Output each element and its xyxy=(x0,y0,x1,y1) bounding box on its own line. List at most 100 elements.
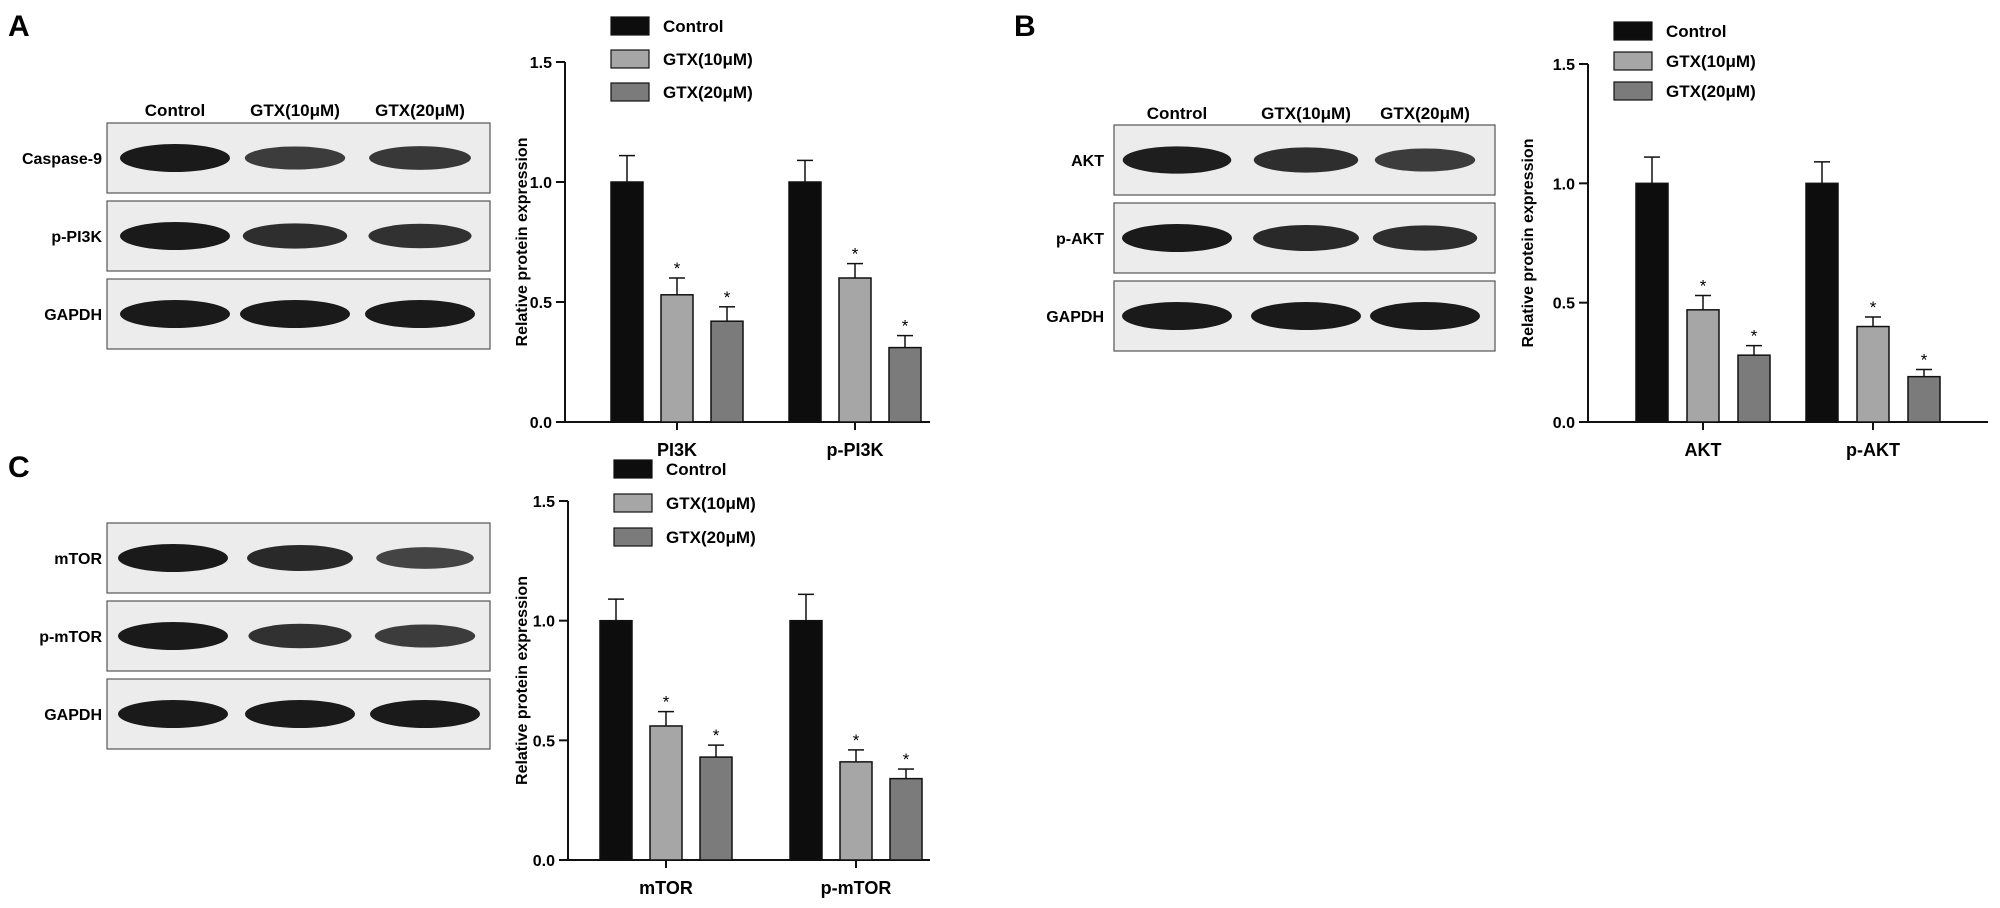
blot-lane-label: Control xyxy=(1147,104,1207,123)
legend-label: Control xyxy=(1666,22,1726,41)
significance-mark: * xyxy=(1751,327,1758,346)
panel-letter: B xyxy=(1014,10,1036,43)
significance-mark: * xyxy=(724,288,731,307)
significance-mark: * xyxy=(1921,350,1928,369)
legend-swatch xyxy=(610,49,650,69)
blot-band xyxy=(244,146,346,170)
y-tick-label: 0.0 xyxy=(530,415,552,432)
bar xyxy=(1737,354,1771,423)
blot-band xyxy=(368,223,472,249)
blot-lane-label: GTX(10μM) xyxy=(250,101,340,120)
y-tick-label: 0.0 xyxy=(1553,415,1575,432)
western-blot: Control GTX(10μM) GTX(20μM) Caspase-9 p-PI3K… xyxy=(22,101,491,350)
blot-band xyxy=(120,300,230,328)
legend: Control GTX(10μM) GTX(20μM) xyxy=(1613,21,1756,101)
bar xyxy=(838,277,872,423)
legend-label: Control xyxy=(666,460,726,479)
x-tick-label: p-PI3K xyxy=(826,440,883,460)
bar xyxy=(1856,325,1890,423)
legend: Control GTX(10μM) GTX(20μM) xyxy=(610,16,753,102)
bar xyxy=(610,181,644,423)
blot-row-label: p-AKT xyxy=(1056,231,1104,248)
y-axis-title: Relative protein expression xyxy=(514,138,531,347)
x-tick-label: AKT xyxy=(1685,440,1722,460)
panel-a: A Control GTX(10μM) GTX(20μM) Caspase-9 p-PI3… xyxy=(8,10,930,460)
blot-band xyxy=(118,622,228,650)
significance-mark: * xyxy=(674,259,681,278)
legend-label: GTX(20μM) xyxy=(663,83,753,102)
blot-band xyxy=(242,223,348,249)
blot-row-label: p-PI3K xyxy=(51,229,102,246)
legend-label: GTX(20μM) xyxy=(666,528,756,547)
y-tick-label: 0.5 xyxy=(530,295,552,312)
blot-band xyxy=(369,146,471,170)
panel-b: B Control GTX(10μM) GTX(20μM) AKT p-AKT GAPDH 0… xyxy=(1014,10,1988,460)
blot-lane-label: Control xyxy=(145,101,205,120)
y-tick-label: 0.5 xyxy=(533,733,555,750)
bar xyxy=(888,346,922,423)
y-axis-title: Relative protein expression xyxy=(514,576,531,785)
blot-band xyxy=(370,700,480,728)
blot-band xyxy=(245,700,355,728)
significance-mark: * xyxy=(853,731,860,750)
blot-band xyxy=(118,544,228,572)
blot-lane-label: GTX(20μM) xyxy=(375,101,465,120)
y-axis-title: Relative protein expression xyxy=(1520,139,1537,348)
significance-mark: * xyxy=(663,693,670,712)
bar xyxy=(1907,375,1941,423)
bar xyxy=(649,725,683,861)
blot-row-label: p-mTOR xyxy=(39,629,102,646)
y-tick-label: 1.0 xyxy=(530,175,552,192)
legend-label: Control xyxy=(663,17,723,36)
bar xyxy=(1805,182,1839,423)
bar xyxy=(660,294,694,423)
legend-swatch xyxy=(1613,51,1653,71)
blot-row-label: Caspase-9 xyxy=(22,151,102,168)
blot-band xyxy=(1122,302,1232,330)
western-blot: Control GTX(10μM) GTX(20μM) AKT p-AKT GAPDH xyxy=(1046,104,1496,352)
legend: Control GTX(10μM) GTX(20μM) xyxy=(613,459,756,547)
y-tick-label: 0.0 xyxy=(533,853,555,870)
legend-label: GTX(10μM) xyxy=(663,50,753,69)
blot-band xyxy=(118,700,228,728)
significance-mark: * xyxy=(1700,277,1707,296)
bar xyxy=(788,181,822,423)
x-tick-label: p-mTOR xyxy=(821,878,892,898)
blot-band xyxy=(1122,146,1232,174)
legend-swatch xyxy=(613,459,653,479)
blot-band xyxy=(1122,224,1232,252)
bar xyxy=(789,619,823,861)
bar-chart: 0.0 0.5 1.0 1.5 Relative protein expression *… xyxy=(1520,21,1988,460)
blot-band xyxy=(376,547,474,569)
blot-band xyxy=(1374,148,1476,172)
panel-letter: C xyxy=(8,451,30,484)
bar xyxy=(710,320,744,423)
blot-band xyxy=(248,623,352,649)
blot-band xyxy=(247,545,353,571)
blot-band xyxy=(1370,302,1480,330)
blot-band xyxy=(365,300,475,328)
legend-swatch xyxy=(1613,21,1653,41)
legend-swatch xyxy=(613,493,653,513)
blot-band xyxy=(1253,225,1359,251)
legend-swatch xyxy=(610,16,650,36)
significance-mark: * xyxy=(1870,298,1877,317)
bar xyxy=(599,619,633,861)
bar xyxy=(1635,182,1669,423)
bar xyxy=(1686,309,1720,423)
blot-band xyxy=(1253,147,1359,173)
blot-row-label: AKT xyxy=(1071,153,1104,170)
legend-swatch xyxy=(1613,81,1653,101)
bar-chart: 0.0 0.5 1.0 1.5 Relative protein expression *… xyxy=(514,16,930,460)
western-blot: mTOR p-mTOR GAPDH xyxy=(39,522,491,750)
blot-row-label: GAPDH xyxy=(1046,309,1104,326)
significance-mark: * xyxy=(902,317,909,336)
blot-band xyxy=(120,222,230,250)
legend-label: GTX(20μM) xyxy=(1666,82,1756,101)
blot-band xyxy=(1372,225,1478,251)
blot-band xyxy=(120,144,230,172)
legend-label: GTX(10μM) xyxy=(1666,52,1756,71)
y-tick-label: 1.5 xyxy=(1553,57,1575,74)
y-tick-label: 0.5 xyxy=(1553,296,1575,313)
y-tick-label: 1.5 xyxy=(533,494,555,511)
